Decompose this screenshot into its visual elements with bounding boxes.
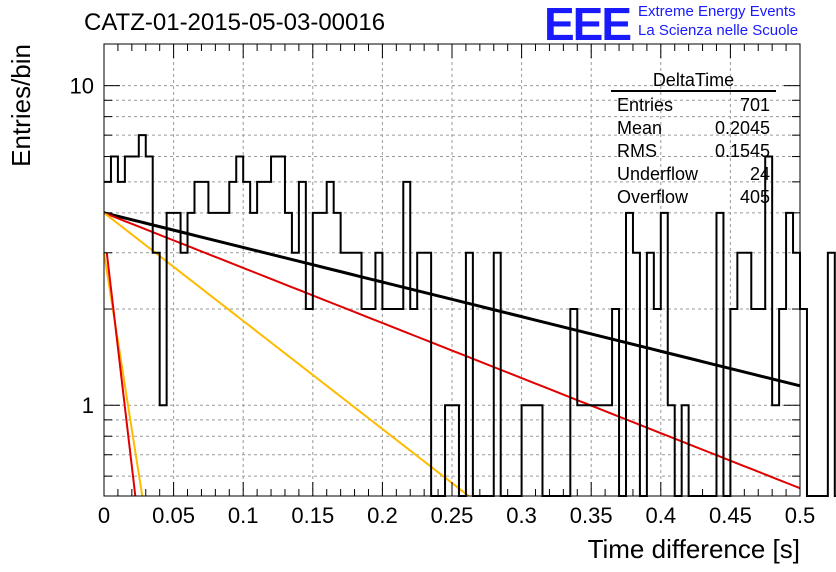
stats-row-rms: RMS 0.1545 — [611, 140, 776, 163]
fit-line — [103, 211, 801, 490]
stats-value: 701 — [739, 95, 770, 115]
stats-row-overflow: Overflow 405 — [611, 186, 776, 209]
stats-label: Entries — [617, 95, 674, 115]
stats-value: 0.1545 — [714, 141, 770, 161]
x-tick-label: 0.05 — [152, 503, 195, 528]
stats-label: Mean — [617, 118, 663, 138]
y-tick-label: 1 — [82, 393, 94, 418]
stats-row-mean: Mean 0.2045 — [611, 117, 776, 140]
fit-line — [105, 252, 137, 497]
fit-line — [103, 212, 470, 497]
x-tick-label: 0.3 — [506, 503, 537, 528]
fit-line — [103, 252, 144, 497]
histogram-outline — [104, 134, 836, 497]
stats-row-underflow: Underflow 24 — [611, 163, 776, 186]
x-tick-label: 0.4 — [646, 503, 677, 528]
stats-value: 24 — [749, 164, 770, 184]
x-tick-label: 0.35 — [570, 503, 613, 528]
eee-logo-mark: EEE — [544, 4, 630, 44]
stats-box: DeltaTime Entries 701 Mean 0.2045 RMS 0.154… — [611, 70, 776, 209]
x-tick-label: 0.1 — [228, 503, 259, 528]
x-tick-label: 0.2 — [367, 503, 398, 528]
stats-value: 0.2045 — [714, 118, 770, 138]
axis-ticks — [103, 44, 801, 496]
x-axis-label: Time difference [s] — [588, 534, 800, 564]
x-tick-label: 0 — [98, 503, 110, 528]
y-tick-label: 10 — [70, 74, 94, 99]
fit-line — [103, 211, 801, 388]
y-tick-labels: 1 10 — [70, 74, 94, 419]
logo-line-2: La Scienza nelle Scuole — [638, 22, 799, 39]
chart-title: CATZ-01-2015-05-03-00016 — [84, 9, 386, 36]
logo-line-1: Extreme Energy Events — [638, 3, 796, 20]
x-tick-label: 0.5 — [785, 503, 816, 528]
x-tick-label: 0.45 — [709, 503, 752, 528]
stats-label: RMS — [617, 141, 657, 161]
logo-caption: Extreme Energy Events La Scienza nelle S… — [638, 2, 798, 40]
stats-label: Underflow — [617, 164, 699, 184]
y-axis-label: Entries/bin — [6, 44, 36, 167]
x-tick-label: 0.25 — [431, 503, 474, 528]
x-tick-label: 0.15 — [291, 503, 334, 528]
x-tick-labels: 0 0.05 0.1 0.15 0.2 0.25 0.3 0.35 0.4 0.45 0.5 — [98, 503, 815, 528]
stats-label: Overflow — [617, 187, 689, 207]
stats-box-title: DeltaTime — [611, 70, 776, 92]
eee-logo: EEE — [544, 4, 632, 44]
stats-row-entries: Entries 701 — [611, 94, 776, 117]
fit-lines — [103, 211, 801, 497]
stats-value: 405 — [739, 187, 770, 207]
